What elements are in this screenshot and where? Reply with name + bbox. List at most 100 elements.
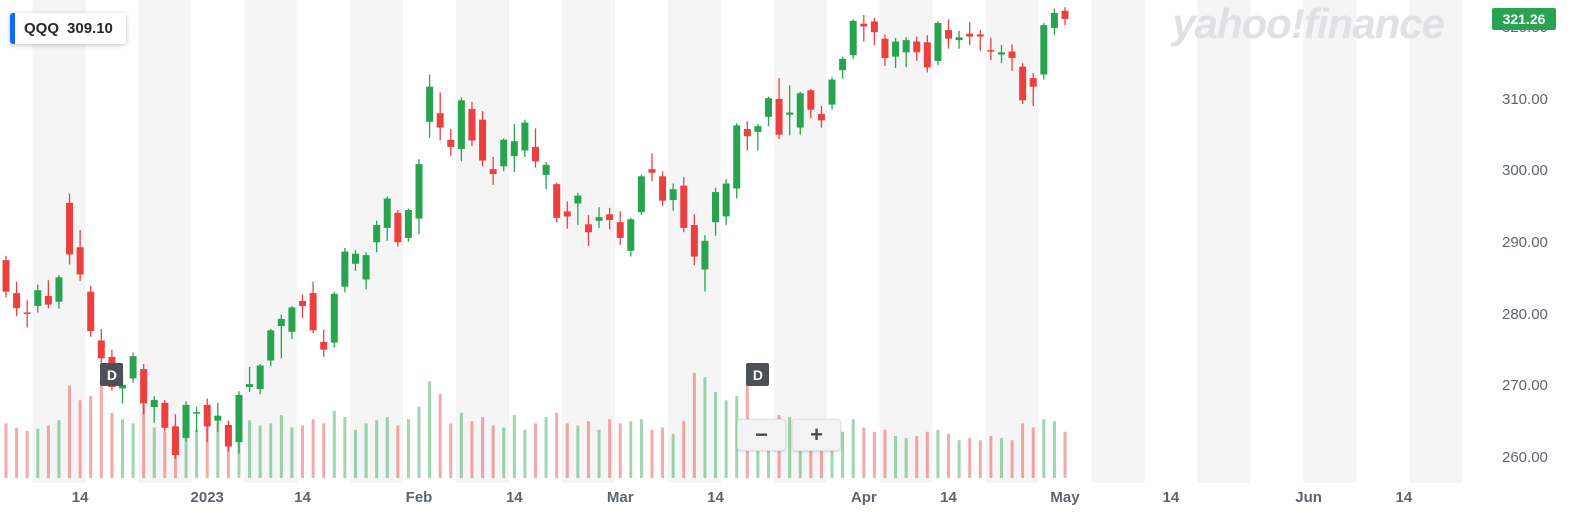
price-axis[interactable]: 320.00310.00300.00290.00280.00270.00260.… [1490, 0, 1578, 483]
candle[interactable] [489, 156, 497, 185]
candle[interactable] [34, 284, 42, 313]
symbol-legend[interactable]: QQQ 309.10 [10, 13, 126, 44]
candle[interactable] [288, 306, 296, 339]
candle[interactable] [55, 275, 63, 309]
dividend-marker[interactable]: D [746, 363, 770, 386]
candle[interactable] [680, 177, 688, 233]
candle[interactable] [171, 414, 179, 459]
candle[interactable] [436, 92, 444, 141]
candle[interactable] [659, 171, 667, 206]
candle[interactable] [299, 294, 307, 319]
candle[interactable] [987, 37, 995, 61]
candle[interactable] [44, 280, 52, 309]
candle[interactable] [913, 36, 921, 61]
candle[interactable] [203, 398, 211, 443]
candle[interactable] [129, 352, 137, 383]
dividend-marker[interactable]: D [100, 363, 124, 386]
candle[interactable] [479, 111, 487, 167]
candle[interactable] [1008, 44, 1016, 71]
candle[interactable] [426, 74, 434, 138]
candle[interactable] [574, 192, 582, 226]
candle[interactable] [1040, 22, 1048, 80]
candle[interactable] [934, 21, 942, 66]
candle[interactable] [722, 179, 730, 226]
candle[interactable] [447, 129, 455, 157]
candle[interactable] [341, 247, 349, 293]
zoom-out-button[interactable]: − [737, 419, 786, 451]
candle[interactable] [669, 183, 677, 211]
candle[interactable] [923, 35, 931, 73]
candle[interactable] [553, 182, 561, 223]
candle[interactable] [764, 96, 772, 127]
candle[interactable] [532, 128, 539, 168]
candle[interactable] [997, 45, 1005, 64]
candle[interactable] [796, 91, 804, 135]
candle[interactable] [754, 123, 762, 151]
candle[interactable] [648, 153, 656, 182]
candle[interactable] [2, 255, 10, 298]
candle[interactable] [606, 207, 614, 230]
candle[interactable] [320, 329, 328, 357]
candle[interactable] [775, 78, 783, 140]
candle[interactable] [415, 159, 423, 235]
candle[interactable] [351, 250, 359, 271]
candle[interactable] [701, 235, 709, 292]
candle[interactable] [13, 281, 21, 317]
candle[interactable] [1061, 7, 1069, 26]
candle[interactable] [733, 123, 741, 199]
candle[interactable] [193, 407, 201, 433]
candle[interactable] [1029, 73, 1037, 107]
candle[interactable] [267, 328, 275, 367]
candle[interactable] [616, 211, 624, 246]
candle[interactable] [807, 88, 815, 119]
candle[interactable] [637, 174, 645, 216]
candle[interactable] [182, 401, 190, 442]
candle[interactable] [945, 19, 953, 49]
candle[interactable] [584, 215, 592, 246]
candle[interactable] [521, 119, 529, 157]
candle[interactable] [214, 402, 222, 433]
candle[interactable] [860, 15, 868, 42]
candle[interactable] [743, 121, 751, 151]
time-axis[interactable]: 14 2023 14 Feb 14 Mar 14 Apr 14 May 14 Jun 14 [0, 483, 1490, 516]
candle[interactable] [786, 85, 794, 136]
candle[interactable] [373, 220, 381, 253]
candle[interactable] [87, 285, 95, 337]
candle[interactable] [256, 364, 264, 395]
candle[interactable] [595, 207, 603, 228]
candle[interactable] [404, 208, 412, 242]
candle[interactable] [966, 22, 974, 46]
candle[interactable] [690, 214, 698, 266]
candle[interactable] [902, 37, 910, 68]
candle[interactable] [277, 314, 285, 359]
candle[interactable] [849, 19, 857, 59]
candle[interactable] [563, 201, 571, 229]
candle[interactable] [510, 123, 518, 173]
candle[interactable] [1019, 63, 1027, 104]
candle[interactable] [881, 34, 889, 66]
candle[interactable] [150, 396, 158, 423]
candle[interactable] [394, 209, 402, 247]
candle[interactable] [97, 328, 105, 364]
candle[interactable] [627, 217, 635, 257]
candle[interactable] [468, 101, 476, 147]
candle[interactable] [892, 37, 900, 69]
candle[interactable] [383, 196, 391, 241]
candle[interactable] [500, 138, 508, 172]
candle[interactable] [955, 30, 963, 49]
candle[interactable] [817, 106, 825, 128]
candle[interactable] [140, 364, 148, 415]
candle[interactable] [66, 193, 74, 265]
candle[interactable] [870, 17, 878, 46]
candle[interactable] [246, 366, 254, 393]
candle[interactable] [542, 161, 550, 190]
candle[interactable] [976, 30, 984, 51]
candle[interactable] [224, 420, 232, 452]
candle[interactable] [839, 56, 847, 79]
candle[interactable] [362, 252, 370, 290]
candle[interactable] [457, 97, 465, 162]
candle[interactable] [23, 300, 31, 328]
candle[interactable] [712, 187, 720, 236]
candle[interactable] [330, 291, 338, 348]
